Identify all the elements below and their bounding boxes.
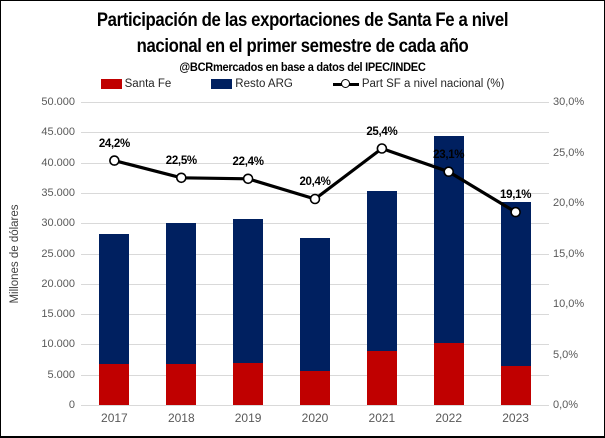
bar-resto-arg bbox=[99, 233, 130, 364]
pct-axis-tick-label: 5,0% bbox=[553, 348, 579, 361]
bar-santa-fe bbox=[233, 363, 264, 405]
data-label: 20,4% bbox=[299, 176, 331, 188]
trend-marker bbox=[109, 155, 120, 166]
trend-marker bbox=[376, 143, 388, 154]
pct-axis-tick-label: 30,0% bbox=[553, 96, 585, 108]
line-circle-icon bbox=[340, 79, 350, 88]
gridline bbox=[81, 405, 549, 406]
santa-fe-swatch-icon bbox=[100, 79, 122, 89]
data-label: 22,5% bbox=[165, 154, 197, 167]
trend-marker bbox=[309, 193, 321, 205]
bar-santa-fe bbox=[500, 366, 531, 405]
x-axis-tick-label: 2018 bbox=[167, 411, 195, 425]
x-axis-tick-label: 2020 bbox=[301, 411, 329, 425]
gridline bbox=[81, 192, 549, 194]
bar-resto-arg bbox=[166, 223, 197, 365]
y-axis-tick-label: 5.000 bbox=[47, 368, 75, 381]
legend-item-part-sf: Part SF a nivel nacional (%) bbox=[332, 78, 505, 90]
data-label: 24,2% bbox=[98, 137, 130, 150]
data-label: 19,1% bbox=[500, 189, 532, 202]
bar-resto-arg bbox=[300, 238, 330, 371]
y-axis-tick-label: 10.000 bbox=[41, 338, 75, 351]
chart-title: Participación de las exportaciones de Sa… bbox=[37, 8, 568, 60]
data-label: 22,4% bbox=[232, 155, 264, 168]
x-axis-tick-label: 2017 bbox=[101, 411, 128, 425]
bar-resto-arg bbox=[500, 202, 531, 367]
x-axis-tick-label: 2023 bbox=[502, 411, 529, 425]
bar-resto-arg bbox=[366, 190, 397, 351]
legend: Santa Fe Resto ARG Part SF a nivel nacio… bbox=[1, 78, 604, 90]
legend-label-santa-fe: Santa Fe bbox=[124, 78, 172, 90]
chart-subtitle: @BCRmercados en base a datos del IPEC/IN… bbox=[179, 60, 426, 74]
bar-santa-fe bbox=[366, 350, 397, 405]
pct-axis-tick-label: 25,0% bbox=[553, 146, 585, 159]
bar-santa-fe bbox=[433, 342, 464, 405]
y-axis-tick-label: 35.000 bbox=[41, 186, 75, 199]
y-axis-tick-label: 30.000 bbox=[41, 217, 75, 230]
chart-title-line1: Participación de las exportaciones de Sa… bbox=[96, 10, 509, 31]
x-axis-tick-label: 2022 bbox=[435, 411, 463, 425]
gridline bbox=[81, 102, 549, 103]
y-axis-tick-label: 45.000 bbox=[41, 126, 75, 139]
trend-marker bbox=[176, 172, 187, 184]
gridline bbox=[81, 223, 549, 225]
y-axis-tick-label: 50.000 bbox=[41, 96, 75, 108]
y-axis-tick-label: 20.000 bbox=[41, 277, 75, 290]
x-axis-tick-label: 2019 bbox=[234, 411, 262, 425]
bar-santa-fe bbox=[166, 364, 197, 405]
bar-santa-fe bbox=[99, 363, 130, 405]
x-axis-tick-label: 2021 bbox=[368, 411, 396, 425]
y-axis-tick-label: 0 bbox=[68, 399, 75, 411]
resto-arg-swatch-icon bbox=[211, 79, 233, 89]
data-label: 25,4% bbox=[366, 125, 398, 138]
data-label: 23,1% bbox=[433, 148, 465, 161]
pct-axis-tick-label: 15,0% bbox=[553, 247, 585, 260]
bar-resto-arg bbox=[233, 219, 264, 364]
legend-item-santa-fe: Santa Fe bbox=[100, 78, 172, 90]
y-axis-tick-label: 25.000 bbox=[41, 247, 75, 260]
pct-axis-tick-label: 10,0% bbox=[553, 298, 585, 310]
trend-marker bbox=[242, 173, 254, 185]
gridline bbox=[81, 132, 549, 134]
y-axis-tick-label: 40.000 bbox=[41, 156, 75, 169]
y-axis-tick-label: 15.000 bbox=[41, 308, 75, 321]
legend-label-resto-arg: Resto ARG bbox=[235, 78, 293, 90]
legend-item-resto-arg: Resto ARG bbox=[211, 78, 293, 90]
pct-axis-tick-label: 0,0% bbox=[553, 399, 579, 411]
legend-label-part-sf: Part SF a nivel nacional (%) bbox=[361, 78, 505, 90]
line-marker-icon bbox=[332, 79, 359, 89]
pct-axis-tick-label: 20,0% bbox=[553, 197, 585, 209]
bar-santa-fe bbox=[300, 371, 330, 405]
bar-resto-arg bbox=[433, 135, 464, 343]
chart-title-line2: nacional en el primer semestre de cada a… bbox=[136, 36, 469, 57]
